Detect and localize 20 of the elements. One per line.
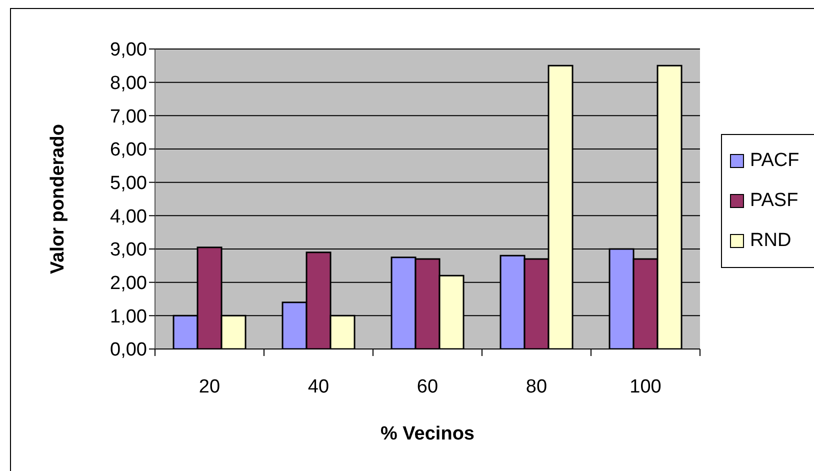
y-tick-label: 2,00	[110, 273, 147, 294]
x-tick-label: 20	[198, 376, 220, 398]
x-tick-label: 80	[526, 376, 548, 398]
legend-label: PASF	[750, 190, 798, 212]
x-tick-label: 100	[630, 376, 662, 398]
x-tick-label: 40	[308, 376, 330, 398]
x-tick-label: 60	[416, 376, 438, 398]
y-axis-title: Valor ponderado	[48, 124, 68, 274]
y-tick-label: 8,00	[110, 73, 147, 94]
x-axis-title: % Vecinos	[380, 424, 474, 444]
y-tick-label: 5,00	[110, 173, 147, 194]
y-tick-label: 3,00	[110, 240, 147, 261]
y-tick-label: 4,00	[110, 206, 147, 228]
legend-label: PACF	[750, 150, 800, 172]
legend-label: RND	[750, 230, 792, 252]
y-tick-label: 9,00	[110, 40, 147, 61]
y-tick-label: 1,00	[110, 306, 147, 328]
y-tick-label: 7,00	[110, 106, 147, 128]
y-tick-label: 0,00	[110, 340, 147, 361]
y-tick-label: 6,00	[110, 140, 147, 161]
